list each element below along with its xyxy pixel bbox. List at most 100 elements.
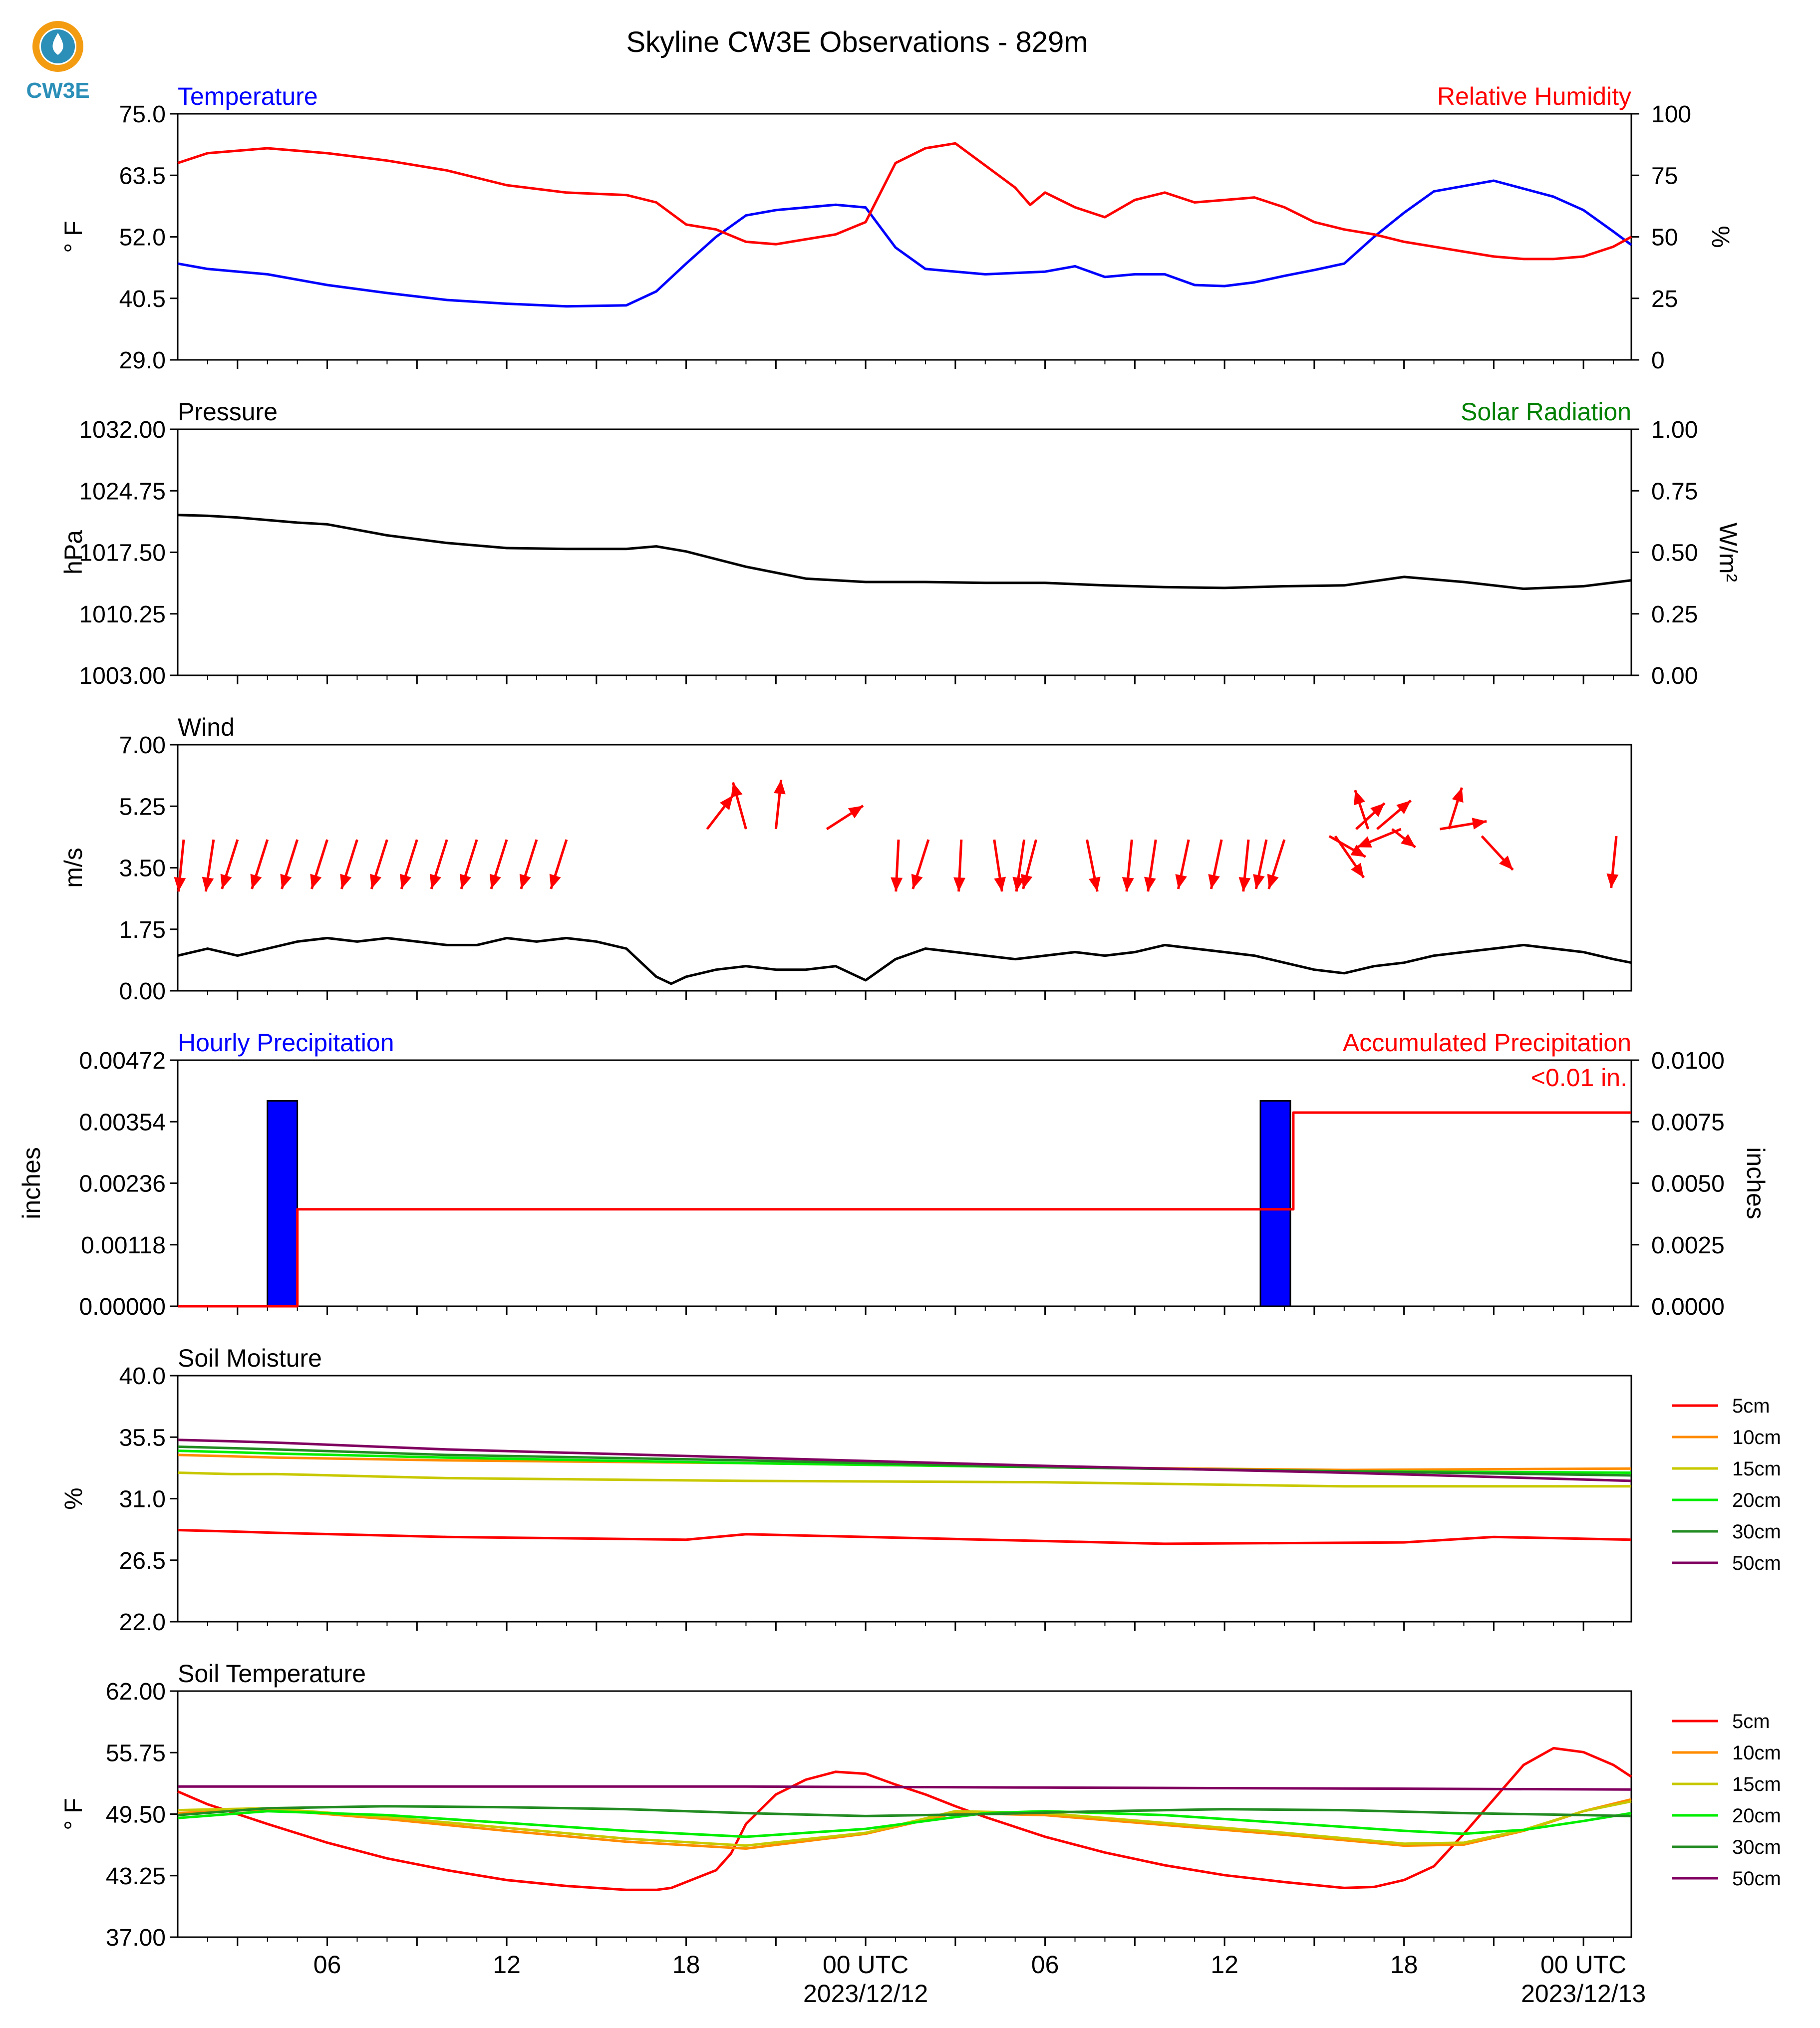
wind-vector-head [848,806,864,819]
cw3e-logo: CW3E [26,21,90,103]
wind-vector-head [1370,803,1385,817]
wind-vector-head [489,873,501,889]
x-tick-label: 06 [1031,1951,1059,1979]
y-tick-label-left: 1032.00 [79,417,166,443]
x-tick-date-label: 2023/12/12 [803,1980,928,2008]
panel-soil-temperature: Soil Temperature 37.00 43.25 49.50 55.75 62.0… [59,1660,1781,1951]
y-tick-label-left: 22.0 [119,1609,166,1636]
wind-vector-head [1452,787,1464,803]
accumulated-annotation: <0.01 in. [1531,1064,1627,1092]
y-axis-label-left: m/s [59,848,87,888]
wind-vector-head [1267,873,1279,889]
wind-vector-head [1089,876,1101,892]
wind-vector-head [519,873,531,889]
y-tick-label-left: 31.0 [119,1486,166,1513]
y-tick-label-left: 75.0 [119,101,166,128]
panel-right-title: Accumulated Precipitation [1343,1029,1631,1057]
panel-left-title: Soil Moisture [178,1344,322,1372]
y-tick-label-left: 0.00118 [81,1232,166,1259]
y-tick-label-left: 0.00000 [79,1294,166,1320]
x-tick-date-label: 2023/12/13 [1521,1980,1646,2008]
y-tick-label-left: 0.00236 [79,1171,166,1197]
y-tick-label-right: 0 [1651,347,1665,374]
wind-vector-head [1208,874,1220,889]
precip-bar [267,1100,299,1307]
y-tick-label-left: 40.5 [119,286,166,312]
wind-vector-head [911,873,923,889]
legend-label: 30cm [1732,1836,1781,1858]
y-tick-label-right: 0.50 [1651,540,1698,567]
x-tick-label: 00 UTC [823,1951,909,1979]
wind-vector-head [1253,874,1265,889]
wind-vector-head [1396,800,1411,815]
y-tick-label-left: 62.00 [106,1679,166,1705]
y-tick-label-left: 0.00354 [79,1109,166,1136]
wind-vector-head [719,795,733,810]
wind-vector-head [1144,876,1156,892]
wind-vector-head [773,780,786,795]
series-line-pressure [177,514,1632,590]
panel-pressure: Pressure Solar Radiation 1003.00 1010.25 101… [59,398,1742,689]
x-tick-label: 00 UTC [1540,1951,1626,1979]
panel-left-title: Pressure [178,398,278,426]
series-line-wind-speed [177,936,1632,985]
panel-wind: Wind 0.00 1.75 3.50 5.25 7.00 m/s [59,713,1632,1005]
series-line-accumulated-precipitation [178,1111,1631,1308]
y-tick-label-right: 0.0075 [1651,1109,1725,1136]
y-tick-label-left: 1010.25 [79,601,166,628]
y-tick-label-left: 0.00 [119,978,166,1005]
y-tick-label-left: 43.25 [106,1863,166,1890]
y-axis-label-right: % [1707,226,1735,248]
legend-label: 30cm [1732,1521,1781,1543]
legend-label: 5cm [1732,1395,1770,1417]
panel-left-title: Wind [178,713,235,741]
panels: Temperature Relative Humidity 29.0 40.5 52.0… [17,82,1781,2008]
series-line-relative-humidity [177,142,1632,261]
x-tick-label: 12 [493,1951,521,1979]
y-tick-label-right: 50 [1651,225,1678,251]
y-axis-label-left: inches [17,1147,45,1219]
y-tick-label-left: 5.25 [119,794,166,820]
y-tick-label-right: 25 [1651,286,1678,312]
y-axis-label-right: inches [1742,1147,1770,1219]
wind-vector-head [202,876,214,892]
y-tick-label-right: 75 [1651,163,1678,189]
panel-left-title: Soil Temperature [178,1660,366,1688]
panel-right-title: Relative Humidity [1437,82,1631,110]
y-tick-label-right: 0.0100 [1651,1048,1725,1074]
chart-title: Skyline CW3E Observations - 829m [626,26,1088,58]
legend-label: 50cm [1732,1552,1781,1574]
panel-precipitation: Hourly Precipitation Accumulated Precipit… [17,1029,1770,1320]
series-line-15cm [177,1471,1631,1488]
wind-vector-head [400,873,412,889]
y-tick-label-left: 35.5 [119,1425,166,1451]
wind-vector-head [1238,877,1251,892]
wind-vector-head [310,873,322,889]
x-tick-label: 06 [313,1951,341,1979]
y-tick-label-left: 3.50 [119,856,166,882]
wind-vector-head [1122,877,1134,892]
y-tick-label-left: 63.5 [119,163,166,189]
x-tick-label: 18 [1390,1951,1418,1979]
wind-vector-head [1499,856,1513,870]
wind-vector-head [340,873,352,889]
wind-vector-head [1175,874,1187,889]
x-tick-label: 18 [672,1951,700,1979]
legend-label: 15cm [1732,1458,1781,1480]
panel-left-title: Temperature [178,82,318,110]
series-line-50cm [178,1785,1632,1791]
y-tick-label-left: 1.75 [119,917,166,943]
y-axis-label-left: ° F [59,221,87,253]
y-tick-label-right: 100 [1651,101,1691,128]
y-axis-label-left: ° F [59,1798,87,1830]
panel-temperature-rh: Temperature Relative Humidity 29.0 40.5 52.0… [59,82,1735,374]
wind-vector-head [1354,790,1365,806]
y-tick-label-right: 0.00 [1651,663,1698,689]
wind-vector-head [1021,873,1033,889]
panel-soil-moisture: Soil Moisture 22.0 26.5 31.0 35.5 40.0% 5cm 10c… [59,1344,1781,1636]
y-tick-label-right: 0.0050 [1651,1171,1725,1197]
wind-vector-head [1351,863,1364,878]
wind-vector-head [549,873,561,889]
